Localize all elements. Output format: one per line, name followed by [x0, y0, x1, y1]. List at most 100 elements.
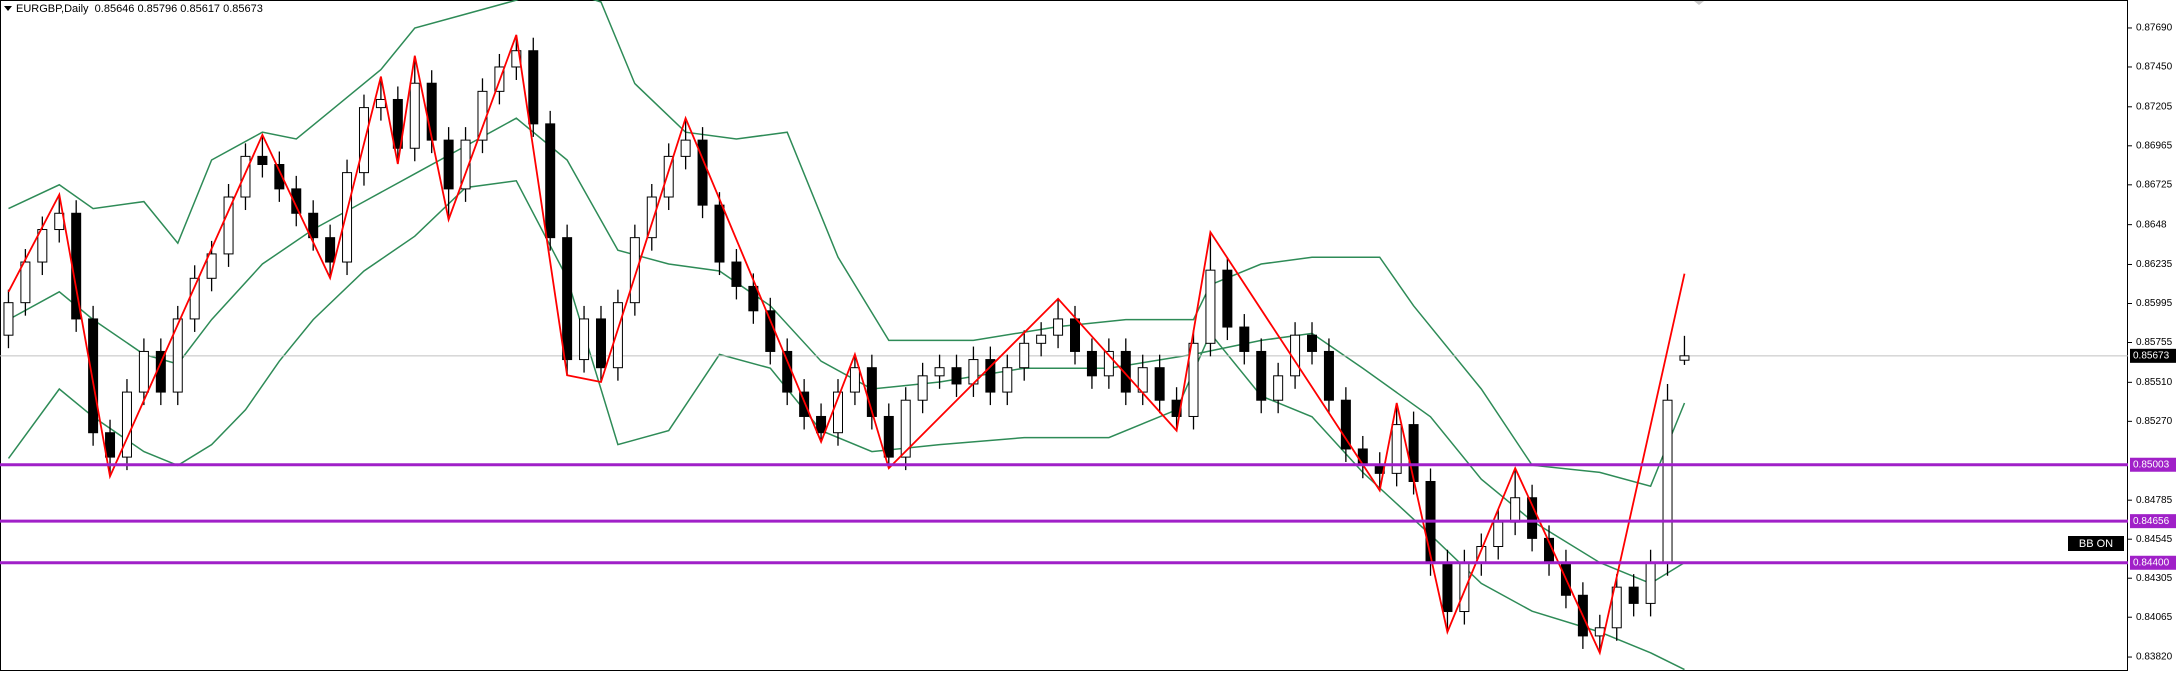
candle-body [951, 367, 962, 385]
candle-body [731, 261, 742, 287]
candle-body [545, 123, 556, 239]
y-tick-label: 0.84305 [2136, 573, 2173, 584]
candle-body [105, 432, 116, 458]
candle-body [1408, 424, 1419, 482]
candle-body [934, 367, 945, 377]
candle-body [1188, 342, 1199, 417]
candle-body [88, 318, 99, 434]
candle-body [883, 415, 894, 458]
last-price-box [2130, 348, 2176, 363]
candle-body [1357, 448, 1368, 466]
candle-body [1340, 399, 1351, 450]
plot-frame [0, 0, 2128, 671]
candle-body [1459, 562, 1470, 613]
candle-body [562, 237, 573, 361]
badge[interactable]: BB ON [2079, 538, 2113, 550]
shift-marker [1694, 1, 1704, 5]
candle-body [1256, 350, 1267, 401]
candle-body [1019, 342, 1030, 369]
candle-body [782, 350, 793, 393]
candle-body [663, 155, 674, 198]
candle-body [765, 310, 776, 352]
candle-body [629, 237, 640, 304]
candle-body [1086, 350, 1097, 377]
candle-body [1070, 318, 1081, 352]
candle-body [20, 261, 31, 304]
candle-body [1391, 424, 1402, 474]
y-tick-label: 0.83820 [2136, 652, 2173, 663]
candle-body [392, 98, 403, 149]
level-label-box [2130, 555, 2176, 570]
candle-body [206, 253, 217, 279]
y-tick-label: 0.86235 [2136, 259, 2173, 270]
band-line [8, 117, 1685, 585]
candle-body [646, 196, 657, 239]
candle-body [223, 196, 234, 255]
candle-body [3, 302, 14, 336]
candle-body [274, 164, 285, 190]
candle-body [832, 391, 843, 434]
candle-body [1493, 521, 1504, 548]
menu-triangle[interactable] [4, 6, 12, 11]
candle-body [1002, 367, 1013, 393]
candle-body [680, 139, 691, 157]
candle-body [460, 139, 471, 190]
candle-body [477, 90, 488, 141]
y-tick-label: 0.85510 [2136, 377, 2173, 388]
candle-body [291, 188, 302, 214]
y-tick-label: 0.86725 [2136, 179, 2173, 190]
candle-body [1611, 586, 1622, 629]
candle-body [917, 375, 928, 401]
level-label-box [2130, 514, 2176, 529]
candle-body [1036, 334, 1047, 344]
band-line [8, 0, 1686, 488]
plot-area [0, 0, 2128, 671]
level-label: 0.84400 [2133, 557, 2170, 568]
candle-body [426, 82, 437, 141]
candle-body [172, 318, 183, 393]
candle-body [375, 98, 386, 109]
candle-body [1053, 318, 1064, 336]
y-tick-label: 0.87450 [2136, 62, 2173, 73]
y-tick-label: 0.85755 [2136, 337, 2173, 348]
candle-body [816, 415, 827, 434]
candle-body [443, 139, 454, 190]
candle-body [849, 367, 860, 393]
level-label-box [2130, 457, 2176, 472]
candle-body [1307, 334, 1318, 352]
candle-body [409, 82, 420, 149]
candle-body [612, 302, 623, 369]
candle-body [511, 50, 522, 68]
y-tick-label: 0.86965 [2136, 140, 2173, 151]
candle-body [1645, 562, 1656, 604]
candle-body [900, 399, 911, 458]
candle-body [1527, 497, 1538, 539]
candle-body [1679, 355, 1690, 361]
candle-body [1323, 350, 1334, 401]
candle-body [121, 391, 132, 458]
candle-body [37, 229, 48, 263]
candle-body [697, 139, 708, 206]
candle-body [342, 172, 353, 263]
candle-body [1239, 326, 1250, 352]
candle-body [325, 237, 336, 263]
candle-body [714, 204, 725, 263]
level-label: 0.84656 [2133, 516, 2170, 527]
candle-body [1154, 367, 1165, 401]
candle-body [189, 277, 200, 320]
candle-body [528, 50, 539, 125]
chart-title: EURGBP,Daily 0.85646 0.85796 0.85617 0.8… [16, 3, 263, 15]
y-tick-label: 0.84785 [2136, 495, 2173, 506]
y-tick-label: 0.84545 [2136, 534, 2173, 545]
band-line [7, 179, 1685, 671]
candle-body [595, 318, 606, 369]
badge-box[interactable] [2068, 536, 2124, 551]
level-label: 0.85003 [2133, 459, 2170, 470]
candle-body [138, 350, 149, 393]
candle-body [799, 391, 810, 417]
candle-body [1120, 350, 1131, 393]
candle-body [308, 212, 319, 239]
y-tick-label: 0.87690 [2136, 23, 2173, 34]
